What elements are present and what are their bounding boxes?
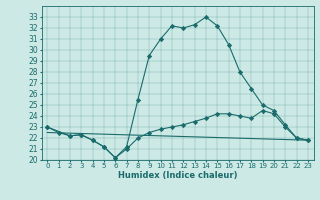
X-axis label: Humidex (Indice chaleur): Humidex (Indice chaleur) — [118, 171, 237, 180]
